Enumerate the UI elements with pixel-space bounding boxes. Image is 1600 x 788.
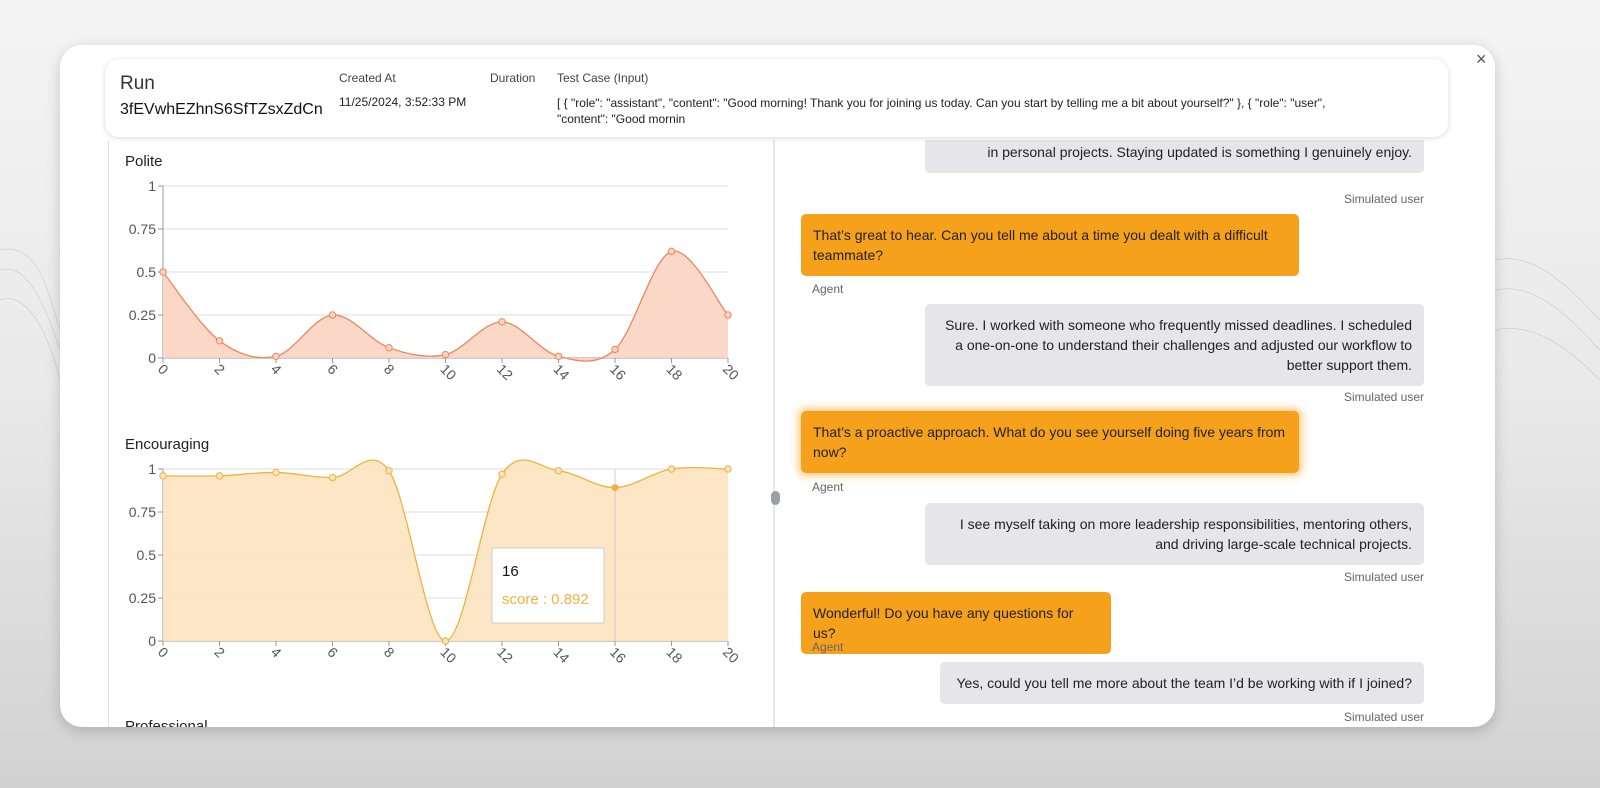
data-point: [215, 472, 224, 480]
y-tick-label: 0: [148, 633, 156, 649]
data-point: [215, 337, 224, 345]
y-tick-label: 1: [148, 178, 156, 194]
modal: Run 3fEVwhEZhnS6SfTZsxZdCn Created At 11…: [60, 45, 1495, 727]
line: [162, 250, 729, 362]
x-tick-label: 20: [720, 644, 742, 666]
data-point: [159, 472, 167, 480]
sender-label: Simulated user: [1343, 390, 1424, 404]
sender-label: Agent: [812, 640, 844, 654]
run-id: 3fEVwhEZhnS6SfTZsxZdCn: [120, 101, 323, 118]
data-point: [385, 343, 393, 352]
x-tick-label: 10: [437, 644, 459, 666]
x-tick-label: 6: [324, 644, 341, 661]
y-tick-label: 0: [148, 350, 156, 366]
x-tick-label: 4: [268, 644, 285, 661]
sender-label: Simulated user: [1343, 710, 1424, 724]
x-tick-label: 12: [494, 361, 516, 383]
y-tick-label: 0.5: [137, 547, 157, 563]
data-point: [554, 352, 563, 360]
resize-handle[interactable]: [771, 491, 780, 505]
x-tick-label: 16: [607, 361, 629, 383]
message-bubble: I see myself taking on more leadership r…: [925, 503, 1424, 565]
x-tick-label: 8: [381, 361, 398, 378]
data-point: [667, 465, 676, 473]
sender-label: Simulated user: [1343, 192, 1424, 206]
data-point: [159, 268, 167, 276]
data-point: [611, 484, 619, 492]
y-tick-label: 0.75: [129, 221, 156, 237]
area: [163, 460, 728, 642]
y-tick-label: 0.5: [137, 264, 157, 280]
area: [163, 250, 728, 362]
data-point: [724, 465, 732, 473]
x-tick-label: 12: [494, 644, 516, 666]
x-tick-label: 10: [437, 361, 459, 383]
data-point: [328, 473, 337, 482]
data-point: [441, 350, 450, 359]
charts-panel: Polite 0 0.25 0.5 0.75 1 0 2 4 6 8 10 12 14 16 18 20 Enco…: [108, 140, 774, 727]
message-bubble: Yes, could you tell me more about the te…: [940, 662, 1424, 704]
x-tick-label: 16: [607, 644, 629, 666]
x-tick-label: 2: [211, 644, 228, 661]
y-tick-label: 0.25: [129, 590, 156, 606]
data-point: [724, 311, 732, 319]
next-chart-title: Professional: [125, 718, 208, 727]
data-point: [272, 468, 280, 477]
x-tick-label: 20: [720, 361, 742, 383]
message-bubble: That’s a proactive approach. What do you…: [801, 411, 1299, 473]
data-point: [498, 470, 506, 478]
data-point: [611, 345, 619, 354]
tooltip-text: score : 0.892: [502, 591, 589, 608]
data-point: [441, 637, 450, 645]
x-tick-label: 2: [211, 361, 228, 378]
y-tick-label: 0.75: [129, 504, 156, 520]
created-label: Created At: [339, 71, 396, 85]
data-point: [667, 247, 676, 256]
created-value: 11/25/2024, 3:52:33 PM: [339, 95, 467, 109]
tooltip-title: 16: [502, 563, 519, 580]
data-point: [554, 467, 563, 475]
tooltip-box: [491, 547, 605, 624]
message-bubble: Wonderful! Do you have any questions for…: [801, 592, 1111, 654]
data-point: [272, 352, 280, 360]
x-tick-label: 4: [268, 361, 285, 378]
data-point: [498, 318, 506, 326]
x-tick-label: 18: [663, 644, 685, 666]
sender-label: Simulated user: [1343, 570, 1424, 584]
divider: [773, 140, 775, 727]
x-tick-label: 14: [550, 361, 572, 383]
x-tick-label: 0: [155, 644, 172, 661]
close-button[interactable]: ×: [1476, 49, 1487, 69]
sender-label: Agent: [812, 282, 844, 296]
chat-panel: in personal projects. Staying updated is…: [778, 140, 1478, 727]
sender-label: Agent: [812, 480, 844, 494]
x-tick-label: 8: [381, 644, 398, 661]
x-tick-label: 6: [324, 361, 341, 378]
run-header: Run 3fEVwhEZhnS6SfTZsxZdCn Created At 11…: [105, 59, 1448, 137]
message-bubble: That’s great to hear. Can you tell me ab…: [801, 214, 1299, 276]
test-case-label: Test Case (Input): [557, 71, 649, 85]
x-tick-label: 18: [663, 361, 685, 383]
run-label: Run: [120, 73, 155, 94]
chart-title: Polite: [125, 153, 163, 170]
data-point: [328, 311, 337, 319]
x-tick-label: 14: [550, 644, 572, 666]
x-tick-label: 0: [155, 361, 172, 378]
data-point: [385, 467, 393, 475]
message-bubble: Sure. I worked with someone who frequent…: [925, 304, 1424, 386]
y-tick-label: 0.25: [129, 307, 156, 323]
message-bubble: in personal projects. Staying updated is…: [925, 140, 1424, 173]
test-case-value: [ { "role": "assistant", "content": "Goo…: [557, 96, 1326, 126]
duration-label: Duration: [490, 71, 536, 85]
y-tick-label: 1: [148, 461, 156, 477]
chart-title: Encouraging: [125, 436, 209, 453]
